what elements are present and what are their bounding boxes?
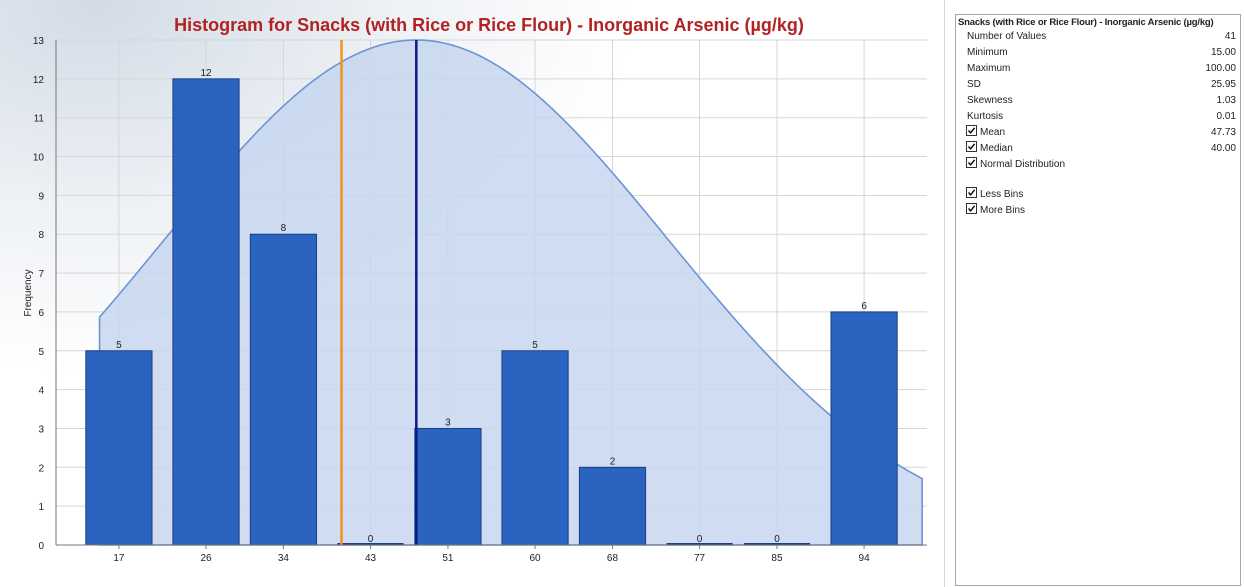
histogram-bar (578, 466, 647, 546)
y-tick-label: 0 (38, 541, 44, 552)
histogram-chart-area: 5 12 8 0 3 5 2 0 0 6 0 1 2 3 4 5 6 7 8 9 10 11 12 13 17 26 34 43 51… (0, 0, 945, 587)
stat-value: 41 (1224, 31, 1236, 42)
checkmark-icon (967, 205, 976, 212)
y-tick-label: 9 (38, 191, 44, 202)
mean-checkbox-row[interactable]: Mean 47.73 (956, 125, 1240, 141)
statistics-panel: Snacks (with Rice or Rice Flour) - Inorg… (955, 14, 1241, 586)
less-bins-checkbox-row[interactable]: Less Bins (956, 187, 1240, 203)
y-axis-title: Frequency (23, 269, 34, 316)
y-tick-label: 11 (34, 114, 45, 125)
stat-label: SD (967, 79, 981, 90)
x-tick-label: 94 (859, 553, 871, 564)
y-tick-label: 6 (38, 308, 44, 319)
bar-data-label: 0 (697, 534, 703, 545)
checkmark-icon (967, 159, 976, 166)
x-tick-label: 60 (529, 553, 541, 564)
checkmark-icon (967, 127, 976, 134)
median-checkbox-row[interactable]: Median 40.00 (956, 141, 1240, 157)
stat-value: 0.01 (1216, 111, 1236, 122)
histogram-bar (172, 78, 240, 546)
x-tick-label: 26 (200, 553, 212, 564)
y-tick-label: 2 (38, 463, 44, 474)
x-tick-label: 85 (771, 553, 783, 564)
stat-row-skewness: Skewness 1.03 (956, 93, 1240, 109)
more-bins-checkbox-row[interactable]: More Bins (956, 203, 1240, 219)
bar-data-label: 6 (861, 301, 867, 312)
mean-checkbox-label: Mean (980, 127, 1006, 138)
bar-data-label: 2 (610, 456, 616, 467)
bars-layer (85, 78, 898, 546)
y-tick-label: 13 (33, 36, 45, 47)
bar-data-label: 5 (116, 340, 122, 351)
panel-title: Snacks (with Rice or Rice Flour) - Inorg… (958, 17, 1214, 28)
y-tick-label: 1 (38, 502, 44, 513)
y-tick-label: 12 (33, 75, 45, 86)
stat-value: 100.00 (1205, 63, 1236, 74)
y-tick-label: 7 (38, 269, 44, 280)
normal-distribution-checkbox[interactable] (966, 157, 977, 168)
y-tick-label: 3 (38, 424, 44, 435)
normal-distribution-checkbox-row[interactable]: Normal Distribution (956, 157, 1240, 173)
stat-row-sd: SD 25.95 (956, 77, 1240, 93)
mean-checkbox[interactable] (966, 125, 977, 136)
stat-row-number-of-values: Number of Values 41 (956, 29, 1240, 45)
histogram-bar (249, 233, 318, 546)
median-checkbox-label: Median (980, 143, 1013, 154)
stat-label: Maximum (967, 63, 1011, 74)
stat-label: Skewness (967, 95, 1013, 106)
chart-title: Histogram for Snacks (with Rice or Rice … (174, 15, 804, 35)
x-tick-label: 17 (113, 553, 125, 564)
y-tick-label: 5 (38, 347, 44, 358)
median-checkbox[interactable] (966, 141, 977, 152)
bar-data-label: 12 (200, 68, 212, 79)
x-tick-label: 51 (442, 553, 454, 564)
bar-data-label: 8 (281, 223, 287, 234)
stat-row-maximum: Maximum 100.00 (956, 61, 1240, 77)
stat-value: 25.95 (1210, 79, 1236, 90)
bar-data-label: 0 (774, 534, 780, 545)
more-bins-checkbox[interactable] (966, 203, 977, 214)
less-bins-checkbox-label: Less Bins (980, 189, 1024, 200)
y-tick-label: 4 (38, 386, 44, 397)
more-bins-checkbox-label: More Bins (980, 205, 1026, 216)
checkmark-icon (967, 189, 976, 196)
histogram-bar (501, 350, 569, 546)
stat-row-minimum: Minimum 15.00 (956, 45, 1240, 61)
x-tick-label: 77 (694, 553, 706, 564)
x-tick-label: 34 (278, 553, 290, 564)
stat-label: Minimum (967, 47, 1008, 58)
spacer (956, 173, 1240, 187)
normal-distribution-checkbox-label: Normal Distribution (980, 159, 1066, 170)
data-labels-layer: 5 12 8 0 3 5 2 0 0 6 (116, 68, 867, 545)
histogram-bar (85, 350, 153, 546)
less-bins-checkbox[interactable] (966, 187, 977, 198)
bar-data-label: 3 (445, 417, 451, 428)
stat-value: 1.03 (1216, 95, 1236, 106)
bar-data-label: 5 (532, 340, 538, 351)
stat-row-kurtosis: Kurtosis 0.01 (956, 109, 1240, 125)
checkmark-icon (967, 143, 976, 150)
stat-label: Kurtosis (967, 111, 1004, 122)
stat-label: Number of Values (967, 31, 1047, 42)
x-tick-label: 68 (607, 553, 619, 564)
median-value: 40.00 (1210, 143, 1236, 154)
bar-data-label: 0 (368, 534, 374, 545)
histogram-bar (414, 427, 482, 546)
y-tick-label: 10 (33, 153, 45, 164)
stat-value: 15.00 (1210, 47, 1236, 58)
x-tick-label: 43 (365, 553, 377, 564)
y-tick-label: 8 (38, 230, 44, 241)
histogram-bar (830, 311, 898, 546)
mean-value: 47.73 (1210, 127, 1236, 138)
